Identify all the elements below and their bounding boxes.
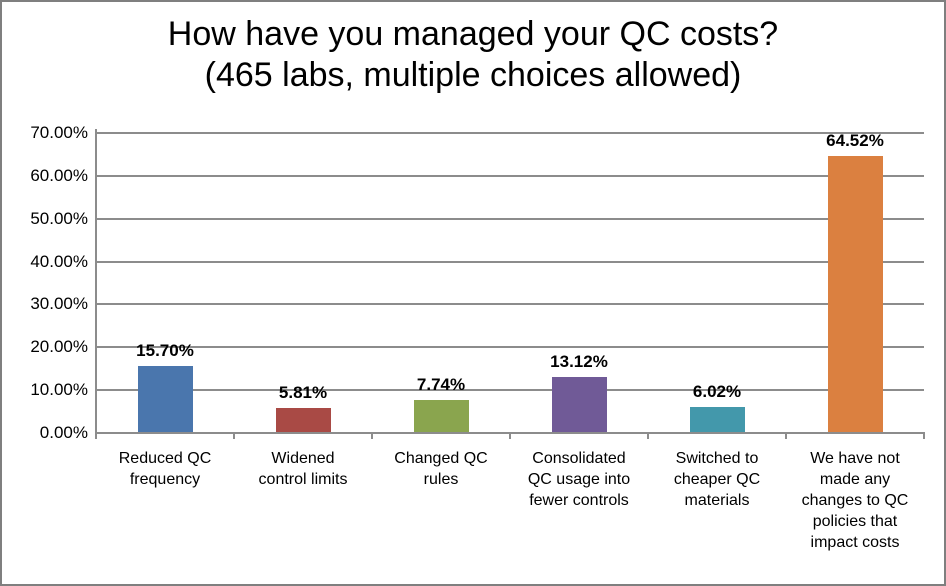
chart-subtitle: (465 labs, multiple choices allowed) (204, 56, 742, 94)
x-category-label-reduced-qc-frequency: Reduced QC frequency (118, 450, 212, 488)
x-axis-tick (95, 432, 97, 439)
bar-value-label-changed-qc-rules: 7.74% (416, 374, 466, 394)
y-gridline-60.00% (96, 174, 924, 177)
y-gridline-10.00% (96, 389, 924, 392)
x-category-label-consolidated-qc-usage-into-fewer-control: Consolidated QC usage into fewer control… (527, 450, 631, 509)
x-category-label-widened-control-limits: Widened control limits (258, 450, 348, 488)
bar-consolidated-qc-usage-into-fewer-control (551, 376, 607, 433)
bar-changed-qc-rules (413, 399, 469, 433)
bar-value-label-consolidated-qc-usage-into-fewer-control: 13.12% (550, 351, 608, 371)
bar-value-label-reduced-qc-frequency: 15.70% (136, 340, 194, 360)
x-axis-tick (647, 432, 649, 439)
x-category-label-changed-qc-rules: Changed QC rules (394, 450, 488, 488)
y-axis-tick-label: 40.00% (30, 251, 88, 271)
x-category-label-we-have-not-made-any-changes-to-qc-polic: We have not made any changes to QC polic… (801, 450, 909, 551)
y-axis-tick-label: 50.00% (30, 208, 88, 228)
y-axis-tick-label: 20.00% (30, 337, 88, 357)
y-gridline-70.00% (96, 132, 924, 134)
y-gridline-50.00% (96, 217, 924, 220)
bar-value-label-widened-control-limits: 5.81% (278, 383, 328, 403)
y-axis-tick-label: 70.00% (30, 123, 88, 142)
bar-widened-control-limits (275, 408, 331, 433)
bar-value-label-switched-to-cheaper-qc-materials: 6.02% (692, 382, 742, 402)
bar-value-label-we-have-not-made-any-changes-to-qc-polic: 64.52% (826, 131, 884, 151)
chart-title: How have you managed your QC costs? (167, 15, 779, 53)
x-axis-tick (923, 432, 925, 439)
y-gridline-20.00% (96, 346, 924, 349)
y-axis-tick-label: 0.00% (39, 423, 88, 442)
bar-reduced-qc-frequency (137, 365, 193, 433)
y-axis-tick-label: 60.00% (30, 165, 88, 185)
bar-we-have-not-made-any-changes-to-qc-polic (827, 156, 883, 433)
y-axis-line (95, 129, 97, 433)
x-axis-tick (371, 432, 373, 439)
chart-title-block: How have you managed your QC costs? (465… (2, 14, 944, 96)
x-axis-tick (509, 432, 511, 439)
y-gridline-40.00% (96, 260, 924, 263)
x-axis-tick (785, 432, 787, 439)
x-axis-tick (233, 432, 235, 439)
bar-switched-to-cheaper-qc-materials (689, 407, 745, 433)
y-gridline-30.00% (96, 303, 924, 306)
y-axis-tick-label: 30.00% (30, 294, 88, 314)
y-axis-tick-label: 10.00% (30, 380, 88, 400)
x-category-label-switched-to-cheaper-qc-materials: Switched to cheaper QC materials (673, 450, 761, 509)
